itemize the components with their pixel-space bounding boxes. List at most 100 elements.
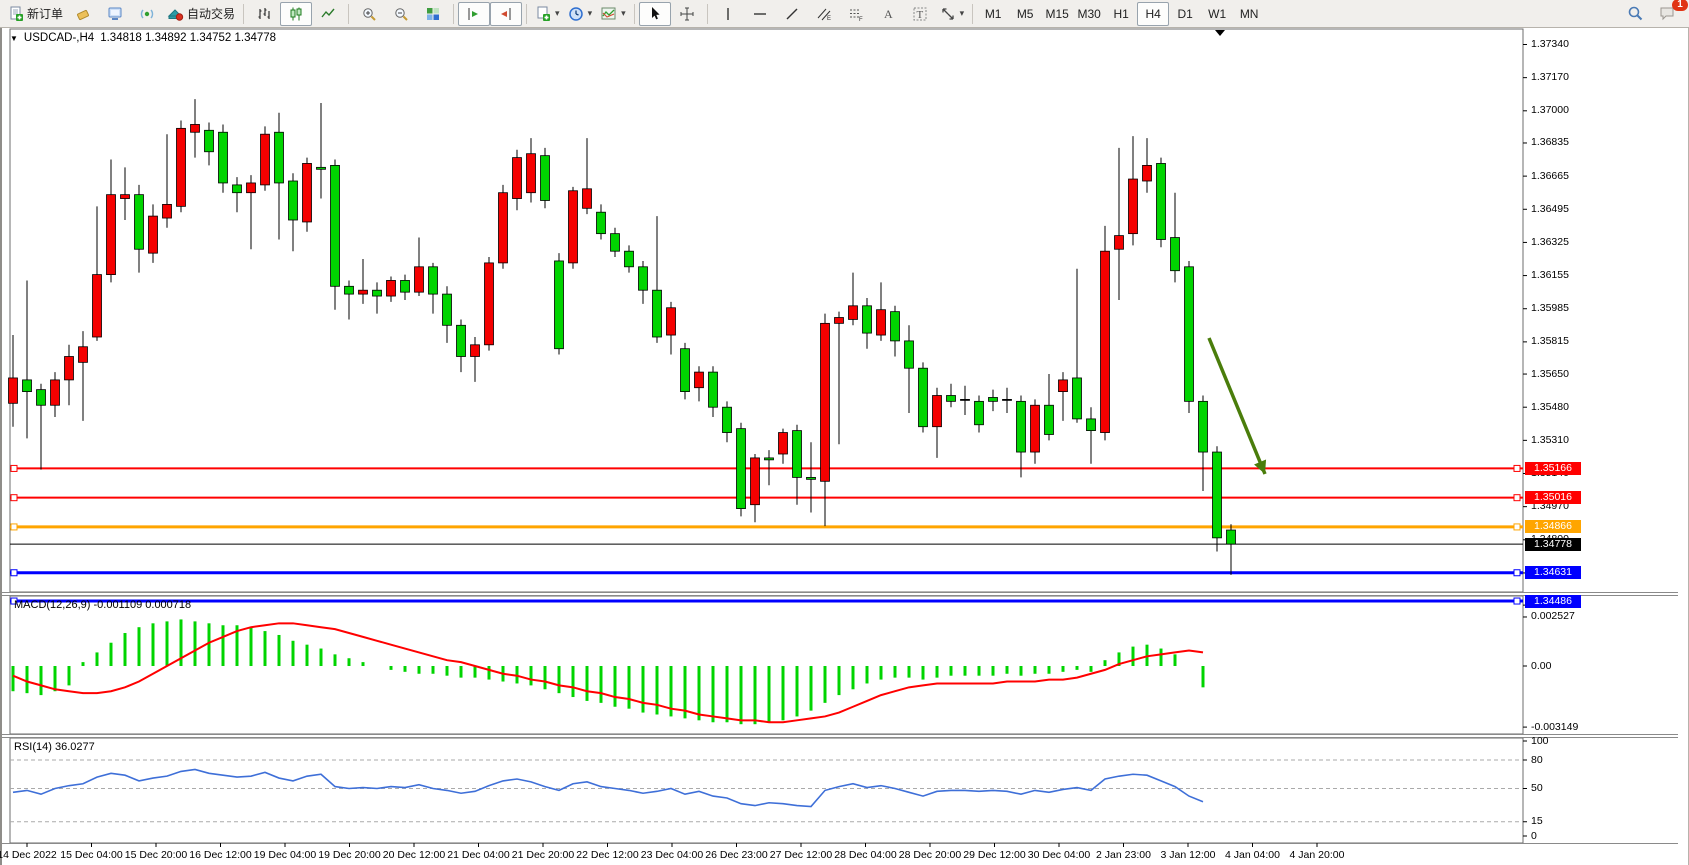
time-axis-label[interactable]: 30 Dec 04:00 — [1027, 849, 1091, 861]
trendline-button[interactable] — [776, 2, 808, 26]
price-axis-tick[interactable]: 1.35815 — [1531, 335, 1569, 348]
timeframe-m30-button[interactable]: M30 — [1077, 6, 1101, 21]
time-axis-label[interactable]: 15 Dec 20:00 — [124, 849, 188, 861]
auto-scroll-button[interactable] — [458, 1, 491, 26]
price-line-label[interactable]: 1.35166 — [1525, 461, 1581, 475]
symbol-dropdown-icon[interactable]: ▼ — [10, 33, 18, 43]
price-axis-tick[interactable]: 1.37340 — [1531, 38, 1569, 50]
time-axis-label[interactable]: 20 Dec 12:00 — [382, 849, 446, 861]
price-axis-tick[interactable]: 1.35650 — [1531, 367, 1569, 380]
price-line-label[interactable]: 1.34778 — [1525, 537, 1581, 551]
time-axis-label[interactable]: 3 Jan 12:00 — [1160, 849, 1216, 861]
zoom-out-icon — [395, 7, 408, 21]
timeframe-h4-button[interactable]: H4 — [1137, 1, 1170, 26]
time-axis-label[interactable]: 22 Dec 12:00 — [576, 849, 639, 861]
zoom-out-button[interactable] — [385, 2, 417, 26]
macd-axis-tick: 0.00 — [1531, 659, 1552, 672]
macd-axis-tick: -0.003149 — [1531, 720, 1579, 733]
cursor-button[interactable] — [638, 1, 671, 26]
chart-canvas[interactable] — [2, 28, 1689, 865]
horizontal-line-button[interactable] — [744, 2, 776, 26]
text-label-button[interactable]: T — [904, 2, 936, 26]
time-axis-label[interactable]: 21 Dec 04:00 — [447, 849, 510, 861]
line-chart-button[interactable] — [312, 2, 344, 26]
zoom-in-button[interactable] — [353, 2, 385, 26]
price-axis-tick[interactable]: 1.36325 — [1531, 235, 1569, 248]
time-axis-label[interactable]: 2 Jan 23:00 — [1096, 849, 1151, 861]
equidistant-channel-button[interactable]: E — [808, 2, 840, 26]
time-axis-label[interactable]: 27 Dec 12:00 — [769, 849, 833, 861]
text-button[interactable]: A — [872, 2, 904, 26]
time-axis-label[interactable]: 16 Dec 12:00 — [189, 849, 252, 861]
indicators-dropdown-button[interactable]: ▾ — [596, 2, 630, 26]
bar-chart-button[interactable] — [248, 2, 280, 26]
timeframe-w1-button[interactable]: W1 — [1208, 6, 1227, 21]
price-line-label[interactable]: 1.34631 — [1525, 566, 1581, 580]
chart-shift-button[interactable] — [490, 1, 523, 26]
price-axis-tick[interactable]: 1.36665 — [1531, 169, 1569, 182]
price-axis-tick[interactable]: 1.35310 — [1531, 433, 1569, 446]
terminal-button[interactable] — [99, 2, 131, 26]
rsi-label: RSI(14) 36.0277 — [14, 741, 95, 753]
time-axis-label[interactable]: 4 Jan 04:00 — [1225, 849, 1280, 861]
tile-windows-button[interactable] — [417, 2, 449, 26]
time-axis-label[interactable]: 26 Dec 23:00 — [705, 849, 768, 861]
price-axis-tick[interactable]: 1.37000 — [1531, 104, 1569, 117]
fibonacci-button[interactable]: F — [840, 2, 872, 26]
search-button[interactable] — [1619, 2, 1651, 26]
symbol-name: USDCAD-,H4 — [23, 32, 95, 44]
toolbar-separator — [526, 3, 528, 24]
time-axis-label[interactable]: 21 Dec 20:00 — [511, 849, 575, 861]
search-icon — [1628, 6, 1642, 21]
time-axis-label[interactable]: 29 Dec 12:00 — [963, 849, 1026, 861]
time-axis-label[interactable]: 28 Dec 20:00 — [898, 849, 962, 861]
price-axis-tick[interactable]: 1.35985 — [1531, 302, 1569, 315]
text-a-icon: A — [884, 7, 893, 21]
timeframe-m5-button[interactable]: M5 — [1016, 6, 1034, 21]
arrows-dropdown-button[interactable]: ▾ — [936, 2, 969, 26]
time-axis-label[interactable]: 23 Dec 04:00 — [640, 849, 704, 861]
rsi-axis-tick: 0 — [1531, 829, 1537, 842]
time-axis-label[interactable]: 4 Jan 20:00 — [1289, 849, 1345, 861]
candlestick-chart-button[interactable] — [280, 1, 313, 26]
timeframe-m1-button[interactable]: M1 — [984, 6, 1002, 21]
rsi-axis-tick: 100 — [1531, 734, 1549, 747]
time-axis-label[interactable]: 15 Dec 04:00 — [60, 849, 123, 861]
price-line-label[interactable]: 1.34486 — [1525, 594, 1581, 608]
equidistant-channel-icon: E — [817, 8, 831, 22]
vertical-line-button[interactable] — [712, 2, 744, 26]
new-order-icon — [10, 6, 23, 21]
chart-shift-marker[interactable] — [1215, 30, 1225, 36]
rsi-axis-tick: 80 — [1531, 753, 1543, 766]
new-order-button[interactable]: 新订单 — [4, 2, 67, 26]
eraser-icon — [77, 9, 89, 20]
price-axis-tick[interactable]: 1.36495 — [1531, 202, 1569, 215]
timeframe-mn-button[interactable]: MN — [1239, 6, 1259, 21]
price-axis-tick[interactable]: 1.36155 — [1531, 269, 1569, 282]
time-axis-label[interactable]: 14 Dec 2022 — [0, 849, 57, 861]
timeframe-h1-button[interactable]: H1 — [1113, 6, 1129, 21]
auto-trading-button[interactable]: 自动交易 — [163, 2, 239, 26]
price-line-label[interactable]: 1.35016 — [1525, 491, 1581, 505]
notifications-button[interactable]: 1 — [1651, 0, 1688, 26]
caret-down-icon: ▾ — [621, 8, 626, 18]
price-line-label[interactable]: 1.34866 — [1525, 520, 1581, 534]
price-axis-tick[interactable]: 1.35480 — [1531, 400, 1569, 413]
period-dropdown-button[interactable]: ▾ — [564, 2, 597, 26]
signal-icon — [140, 9, 154, 18]
horizontal-line-icon — [753, 12, 766, 15]
timeframe-m15-button[interactable]: M15 — [1045, 6, 1069, 21]
time-axis-label[interactable]: 28 Dec 04:00 — [834, 849, 897, 861]
price-axis-tick[interactable]: 1.37170 — [1531, 71, 1569, 84]
svg-text:F: F — [859, 17, 863, 22]
signal-button[interactable] — [131, 2, 163, 26]
timeframe-d1-button[interactable]: D1 — [1177, 6, 1193, 21]
time-axis-label[interactable]: 19 Dec 20:00 — [318, 849, 381, 861]
eraser-button[interactable] — [67, 2, 99, 26]
price-axis-tick[interactable]: 1.36835 — [1531, 136, 1569, 149]
crosshair-button[interactable] — [671, 2, 703, 26]
time-axis-label[interactable]: 19 Dec 04:00 — [253, 849, 317, 861]
new-order-dropdown-button[interactable]: ▾ — [531, 2, 564, 26]
symbol-title: ▼ USDCAD-,H4 1.34818 1.34892 1.34752 1.3… — [10, 32, 276, 44]
